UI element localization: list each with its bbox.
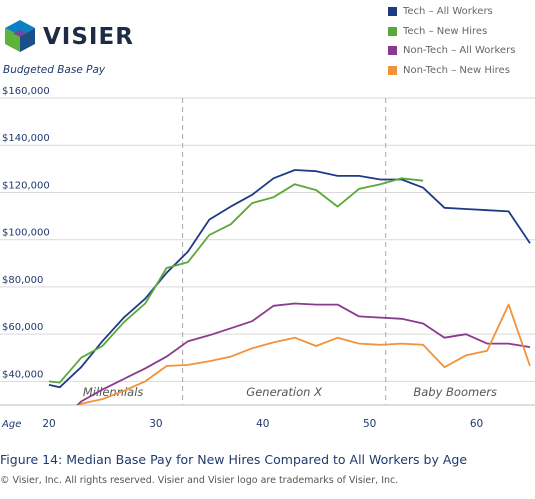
legend-item-nontech-all: Non-Tech – All Workers <box>388 41 515 61</box>
visier-logo-text: VISIER <box>43 24 134 50</box>
legend-item-tech-all: Tech – All Workers <box>388 2 515 22</box>
legend-label-tech-new: Tech – New Hires <box>403 25 488 37</box>
logo-facet-center <box>13 30 27 37</box>
series-line-tech-all-workers <box>48 169 531 389</box>
legend-label-nontech-new: Non-Tech – New Hires <box>403 64 510 76</box>
generation-label-1: Generation X <box>246 385 323 399</box>
legend-label-tech-all: Tech – All Workers <box>403 6 493 18</box>
y-tick-label-2: $80,000 <box>2 275 43 286</box>
figure-caption: Figure 14: Median Base Pay for New Hires… <box>0 452 468 467</box>
y-tick-label-4: $120,000 <box>2 180 50 191</box>
legend: Tech – All Workers Tech – New Hires Non-… <box>388 2 515 80</box>
legend-item-tech-new: Tech – New Hires <box>388 22 515 42</box>
x-tick-label-3: 50 <box>363 418 376 430</box>
x-tick-label-2: 40 <box>256 418 269 430</box>
y-axis-title: Budgeted Base Pay <box>3 64 106 76</box>
legend-swatch-nontech-all <box>388 46 397 56</box>
legend-item-nontech-new: Non-Tech – New Hires <box>388 61 515 81</box>
series-line-nontech-new-hires <box>78 303 531 405</box>
legend-swatch-tech-all <box>388 7 397 17</box>
x-tick-label-1: 30 <box>149 418 162 430</box>
legend-swatch-nontech-new <box>388 65 397 75</box>
x-axis-title: Age <box>1 419 21 430</box>
generation-label-2: Baby Boomers <box>413 385 497 399</box>
y-tick-label-5: $140,000 <box>2 133 50 144</box>
y-tick-label-3: $100,000 <box>2 228 50 239</box>
y-tick-label-1: $60,000 <box>2 322 43 333</box>
x-tick-label-4: 60 <box>470 418 483 430</box>
visier-logo-icon <box>5 20 35 52</box>
series-line-nontech-all-workers <box>76 302 531 405</box>
y-tick-label-0: $40,000 <box>2 369 43 380</box>
x-tick-label-0: 20 <box>42 418 55 430</box>
series-line-tech-new-hires <box>48 177 424 384</box>
legend-label-nontech-all: Non-Tech – All Workers <box>403 45 516 57</box>
copyright-notice: © Visier, Inc. All rights reserved. Visi… <box>0 475 399 486</box>
y-tick-label-6: $160,000 <box>2 86 50 97</box>
legend-swatch-tech-new <box>388 26 397 36</box>
